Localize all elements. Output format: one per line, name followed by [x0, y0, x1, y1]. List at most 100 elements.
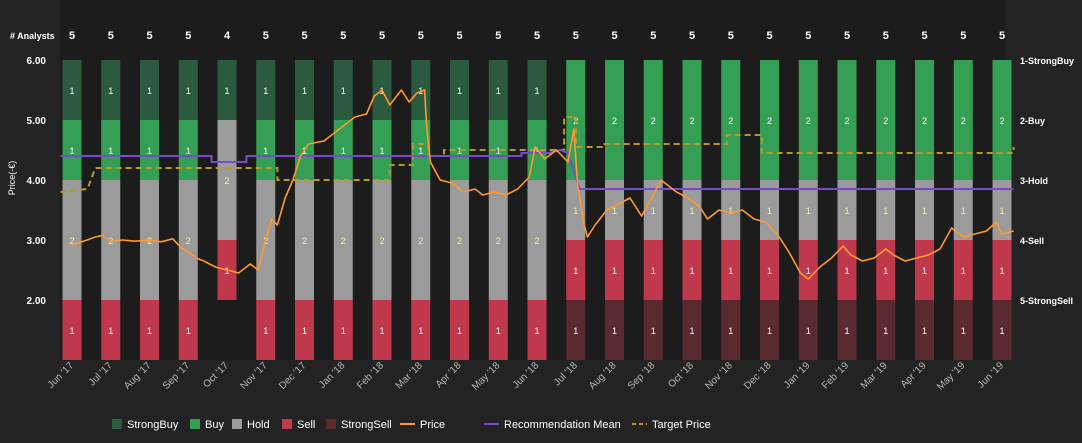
- legend-label[interactable]: StrongBuy: [127, 419, 179, 431]
- bar-count-label: 1: [147, 146, 152, 156]
- bar-hold-23: [953, 180, 973, 240]
- bar-count-label: 1: [651, 266, 656, 276]
- bar-sell-23: [953, 240, 973, 300]
- analysts-count-2: 5: [146, 30, 152, 42]
- bar-count-label: 2: [651, 116, 656, 126]
- bar-count-label: 1: [69, 326, 74, 336]
- bar-sell-0: [62, 300, 82, 360]
- bar-strongsell-21: [876, 300, 896, 360]
- analysts-count-3: 5: [185, 30, 191, 42]
- bar-strongbuy-5: [256, 60, 276, 120]
- bar-count-label: 1: [186, 326, 191, 336]
- bar-strongsell-19: [798, 300, 818, 360]
- legend-label[interactable]: Buy: [205, 419, 224, 431]
- bar-hold-0: [62, 180, 82, 300]
- bar-count-label: 1: [457, 326, 462, 336]
- analysts-count-12: 5: [534, 30, 540, 42]
- bar-count-label: 1: [767, 206, 772, 216]
- rating-label: 3-Hold: [1020, 176, 1048, 186]
- legend-label[interactable]: Price: [420, 419, 445, 431]
- bar-count-label: 1: [806, 326, 811, 336]
- legend-label[interactable]: StrongSell: [341, 419, 392, 431]
- bar-count-label: 1: [612, 266, 617, 276]
- recommendation-mean-line: [60, 148, 1014, 190]
- bar-count-label: 1: [999, 326, 1004, 336]
- bar-sell-15: [643, 240, 663, 300]
- bar-buy-23: [953, 60, 973, 180]
- bar-count-label: 1: [224, 266, 229, 276]
- bar-hold-18: [760, 180, 779, 240]
- bar-sell-16: [682, 240, 702, 300]
- bar-hold-13: [566, 180, 586, 240]
- bar-count-label: 1: [457, 86, 462, 96]
- legend-label[interactable]: Recommendation Mean: [504, 419, 621, 431]
- bar-count-label: 2: [69, 236, 74, 246]
- legend-swatch-strongbuy: [112, 419, 122, 429]
- analysts-count-18: 5: [766, 30, 772, 42]
- analysts-count-8: 5: [379, 30, 385, 42]
- legend-label[interactable]: Sell: [297, 419, 315, 431]
- bar-count-label: 1: [457, 146, 462, 156]
- bar-count-label: 1: [534, 146, 539, 156]
- bar-hold-9: [411, 180, 431, 300]
- bar-count-label: 2: [844, 116, 849, 126]
- legend-swatch-sell: [282, 419, 292, 429]
- bar-buy-7: [333, 120, 353, 180]
- bar-buy-16: [682, 60, 702, 180]
- analysts-count-11: 5: [495, 30, 501, 42]
- bar-count-label: 2: [224, 176, 229, 186]
- bar-count-label: 1: [728, 266, 733, 276]
- bar-sell-14: [605, 240, 624, 300]
- legend-label[interactable]: Hold: [247, 419, 270, 431]
- price-line: [71, 89, 1014, 280]
- bar-sell-9: [411, 300, 431, 360]
- bar-buy-17: [721, 60, 741, 180]
- bar-count-label: 1: [612, 326, 617, 336]
- bar-count-label: 2: [728, 116, 733, 126]
- bar-count-label: 1: [689, 326, 694, 336]
- bar-count-label: 2: [147, 236, 152, 246]
- bar-count-label: 1: [263, 86, 268, 96]
- legend-swatch-strongsell: [326, 419, 336, 429]
- bar-count-label: 1: [341, 326, 346, 336]
- legend-label[interactable]: Target Price: [652, 419, 711, 431]
- analysts-count-4: 4: [224, 30, 231, 42]
- bar-hold-6: [295, 180, 314, 300]
- bar-strongsell-15: [643, 300, 663, 360]
- bar-buy-21: [876, 60, 896, 180]
- bar-count-label: 1: [883, 206, 888, 216]
- bar-buy-22: [915, 60, 934, 180]
- bar-buy-1: [101, 120, 121, 180]
- bar-count-label: 1: [263, 326, 268, 336]
- bar-buy-15: [643, 60, 663, 180]
- bar-hold-20: [837, 180, 857, 240]
- bar-count-label: 2: [534, 236, 539, 246]
- bar-hold-21: [876, 180, 896, 240]
- rating-label: 5-StrongSell: [1020, 296, 1073, 306]
- analysts-count-10: 5: [456, 30, 462, 42]
- bar-count-label: 2: [457, 236, 462, 246]
- analysts-count-13: 5: [573, 30, 579, 42]
- bar-sell-19: [798, 240, 818, 300]
- analysts-count-23: 5: [960, 30, 966, 42]
- bar-count-label: 1: [883, 266, 888, 276]
- bar-count-label: 1: [534, 86, 539, 96]
- bar-count-label: 1: [534, 326, 539, 336]
- bar-count-label: 1: [302, 326, 307, 336]
- bar-buy-10: [450, 120, 469, 180]
- bar-buy-19: [798, 60, 818, 180]
- bar-count-label: 1: [108, 146, 113, 156]
- bar-count-label: 1: [147, 326, 152, 336]
- bar-count-label: 1: [728, 326, 733, 336]
- analysts-count-6: 5: [301, 30, 307, 42]
- bar-strongbuy-4: [217, 60, 237, 120]
- bar-count-label: 1: [806, 266, 811, 276]
- bar-count-label: 1: [806, 206, 811, 216]
- bar-strongbuy-12: [527, 60, 547, 120]
- bar-hold-8: [372, 180, 392, 300]
- bar-buy-24: [992, 60, 1012, 180]
- bar-sell-2: [140, 300, 159, 360]
- bar-count-label: 1: [496, 146, 501, 156]
- analysts-count-20: 5: [844, 30, 850, 42]
